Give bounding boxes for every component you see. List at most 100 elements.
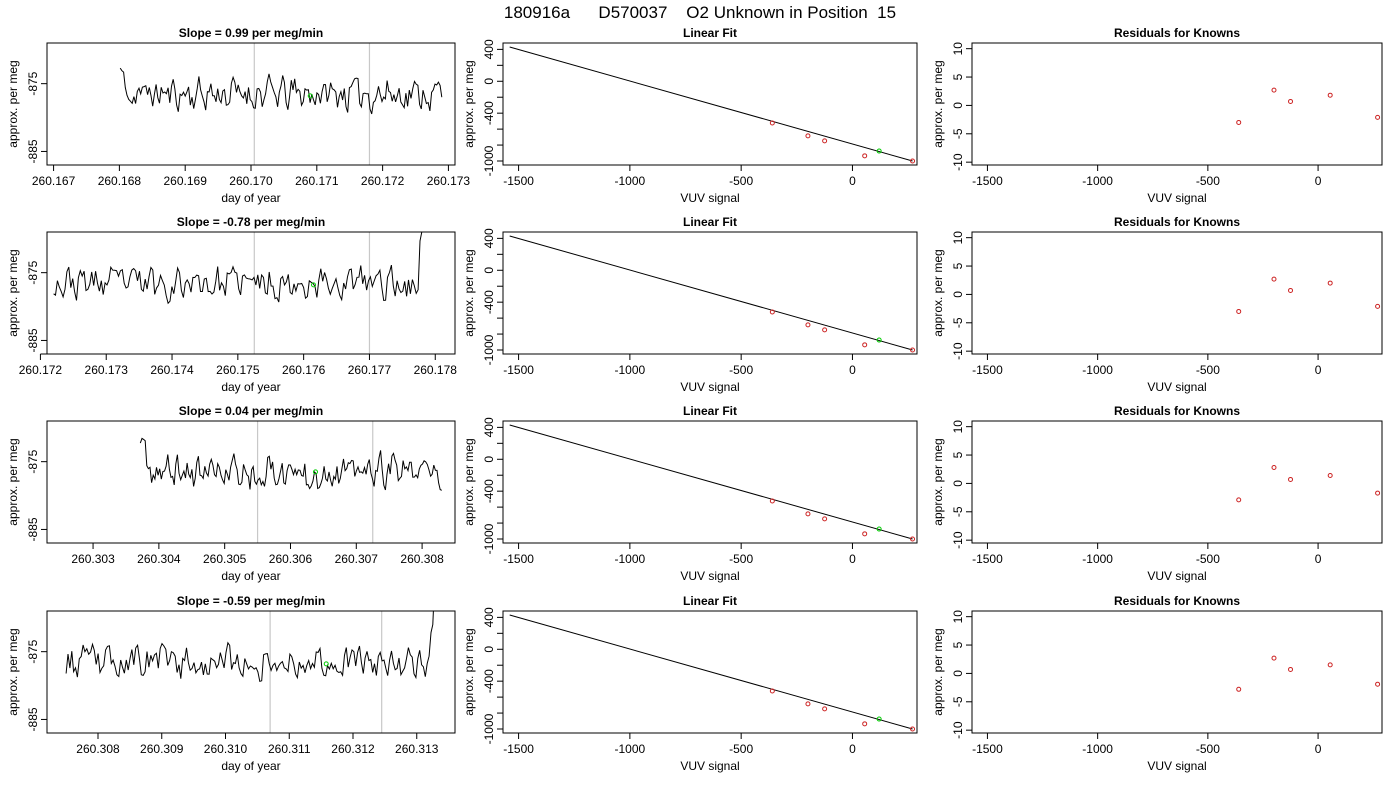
y-tick-label: 0 — [951, 102, 965, 109]
known-point — [805, 133, 811, 139]
known-point — [805, 322, 811, 328]
plot-frame — [502, 42, 918, 166]
panel-title: Slope = 0.04 per meg/min — [179, 404, 323, 418]
residual-point — [1271, 87, 1277, 93]
y-tick-label: 10 — [951, 610, 965, 624]
known-point — [769, 688, 775, 694]
panel-title: Linear Fit — [683, 215, 737, 229]
panel-title: Residuals for Knowns — [1114, 404, 1240, 418]
x-tick-label: 260.171 — [295, 174, 339, 188]
known-point — [910, 726, 916, 732]
residual-point — [1327, 662, 1333, 668]
unknown-point — [876, 526, 882, 532]
y-axis-title: approx. per meg — [462, 628, 476, 715]
x-tick-label: -1500 — [972, 552, 1003, 566]
y-tick-label: -10 — [951, 342, 965, 360]
x-axis-title: VUV signal — [680, 191, 739, 205]
known-point — [822, 516, 828, 522]
x-axis-title: VUV signal — [1147, 380, 1206, 394]
y-tick-label: 10 — [951, 231, 965, 245]
fit-line — [509, 46, 913, 162]
x-tick-label: 0 — [1315, 552, 1322, 566]
x-tick-label: 260.174 — [150, 363, 194, 377]
residual-point — [1327, 472, 1333, 478]
x-tick-label: 260.310 — [204, 742, 248, 756]
x-tick-label: 260.175 — [216, 363, 260, 377]
y-tick-label: 0 — [951, 480, 965, 487]
y-tick-label: -875 — [26, 639, 40, 663]
x-tick-label: -500 — [729, 174, 753, 188]
x-tick-label: 0 — [849, 363, 856, 377]
residual-point — [1375, 681, 1381, 687]
x-tick-label: -1500 — [503, 552, 534, 566]
y-axis-title: approx. per meg — [462, 249, 476, 336]
plot-area — [139, 421, 443, 543]
x-tick-label: -1000 — [615, 552, 646, 566]
y-tick-label: 0 — [482, 78, 496, 85]
drift-trace — [65, 611, 434, 683]
residual-point — [1375, 303, 1381, 309]
known-point — [805, 701, 811, 707]
y-tick-label: -885 — [26, 707, 40, 731]
plot-area — [53, 232, 423, 354]
plot-frame — [46, 231, 456, 355]
x-tick-label: 260.308 — [76, 742, 120, 756]
plot-area — [65, 611, 434, 733]
x-tick-label: 260.172 — [19, 363, 63, 377]
y-tick-label: 400 — [482, 228, 496, 248]
x-tick-label: 260.167 — [32, 174, 76, 188]
known-point — [822, 138, 828, 144]
y-axis-title: approx. per meg — [6, 60, 20, 147]
x-tick-label: -1500 — [503, 742, 534, 756]
y-tick-label: 10 — [951, 420, 965, 434]
fit-line — [509, 424, 913, 540]
x-tick-label: -1500 — [503, 363, 534, 377]
plot-area — [1236, 465, 1381, 503]
y-axis-title: approx. per meg — [6, 438, 20, 525]
panel-title: Residuals for Knowns — [1114, 26, 1240, 40]
y-axis-title: approx. per meg — [931, 60, 945, 147]
y-axis-title: approx. per meg — [931, 438, 945, 525]
y-tick-label: 400 — [482, 607, 496, 627]
x-tick-label: -1000 — [1082, 552, 1113, 566]
x-tick-label: -500 — [729, 742, 753, 756]
known-point — [862, 721, 868, 727]
y-tick-label: -1000 — [482, 713, 496, 744]
known-point — [862, 153, 868, 159]
plot-frame — [502, 420, 918, 544]
unknown-point — [876, 148, 882, 154]
x-axis-title: VUV signal — [680, 380, 739, 394]
panel-title: Slope = 0.99 per meg/min — [179, 26, 323, 40]
y-tick-label: -875 — [26, 449, 40, 473]
x-tick-label: 260.170 — [229, 174, 273, 188]
x-tick-label: -1500 — [972, 363, 1003, 377]
x-tick-label: -500 — [1196, 174, 1220, 188]
x-tick-label: -1000 — [1082, 174, 1113, 188]
x-axis-title: VUV signal — [1147, 191, 1206, 205]
y-tick-label: -10 — [951, 721, 965, 739]
y-tick-label: 0 — [482, 267, 496, 274]
x-tick-label: -500 — [1196, 742, 1220, 756]
y-tick-label: 0 — [482, 646, 496, 653]
y-tick-label: 5 — [951, 73, 965, 80]
fit-line — [509, 235, 913, 351]
panel-fit-row-2: Linear Fit -1500 -1000 -500 0 400 0 -400 -1000 VU… — [462, 215, 918, 394]
panel-fit-row-3: Linear Fit -1500 -1000 -500 0 400 0 -400 -1000 VU… — [462, 404, 918, 583]
panel-drift-row-1: Slope = 0.99 per meg/min 260.167 260.168 26… — [6, 26, 470, 205]
panel-fit-row-1: Linear Fit -1500 -1000 -500 0 400 0 -400 -1000 VU… — [462, 26, 918, 205]
y-tick-label: -5 — [951, 696, 965, 707]
residual-point — [1271, 655, 1277, 661]
x-tick-label: 0 — [1315, 174, 1322, 188]
residual-point — [1236, 686, 1242, 692]
y-axis-title: approx. per meg — [931, 249, 945, 336]
y-tick-label: -400 — [482, 290, 496, 314]
y-axis-title: approx. per meg — [462, 60, 476, 147]
unknown-marker — [312, 469, 318, 475]
panel-title: Slope = -0.59 per meg/min — [177, 594, 325, 608]
x-tick-label: -1500 — [503, 174, 534, 188]
plot-area — [509, 46, 916, 164]
panel-title: Residuals for Knowns — [1114, 594, 1240, 608]
x-tick-label: 0 — [1315, 363, 1322, 377]
x-tick-label: 260.306 — [269, 552, 313, 566]
